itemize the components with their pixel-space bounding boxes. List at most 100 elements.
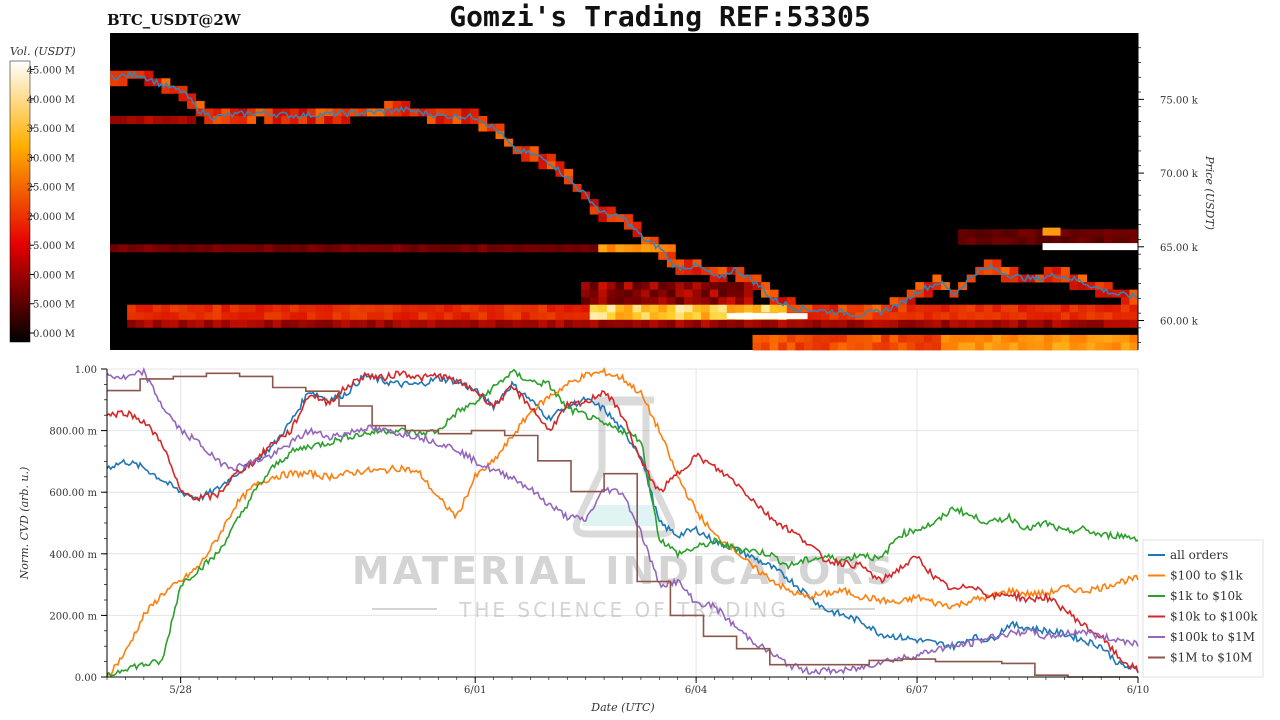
colorbar-tick-label: 35.000 M	[27, 124, 75, 135]
heatmap-cell	[898, 312, 908, 321]
heatmap-cell	[384, 244, 394, 253]
heatmap-cell	[786, 297, 796, 306]
heatmap-cell	[504, 312, 514, 321]
heatmap-cell	[401, 108, 411, 117]
heatmap-cell	[940, 304, 950, 313]
heatmap-cell	[683, 297, 693, 306]
heatmap-cell	[949, 312, 959, 321]
heatmap-cell	[898, 342, 908, 351]
heatmap-cell	[726, 266, 736, 275]
heatmap-cell	[435, 116, 445, 124]
heatmap-cell	[649, 319, 659, 328]
heatmap-cell	[581, 304, 591, 313]
heatmap-cell	[898, 334, 908, 343]
heatmap-cell	[195, 244, 205, 253]
heatmap-cell	[264, 304, 274, 313]
heatmap-cell	[649, 244, 659, 253]
heatmap-cell	[135, 116, 145, 124]
heatmap-cell	[915, 312, 925, 321]
heatmap-cell	[1069, 229, 1079, 238]
heatmap-cell	[187, 312, 197, 321]
heatmap-cell	[606, 297, 616, 306]
heatmap-cell	[906, 297, 916, 306]
heatmap-cell	[923, 319, 933, 328]
heatmap-cell	[1000, 334, 1010, 343]
heatmap-cell	[212, 304, 222, 313]
heatmap-cell	[1060, 304, 1070, 313]
heatmap-cell	[1052, 266, 1062, 275]
heatmap-cell	[375, 108, 385, 117]
heatmap-cell	[1018, 342, 1028, 351]
heatmap-cell	[478, 319, 488, 328]
cvd-plot-area	[107, 369, 1138, 677]
heatmap-cell	[272, 108, 282, 117]
heatmap-cell	[444, 312, 454, 321]
heatmap-cell	[418, 312, 428, 321]
heatmap-cell	[1120, 312, 1130, 321]
heatmap-cell	[649, 312, 659, 321]
heatmap-cell	[264, 116, 274, 124]
heatmap-cell	[375, 312, 385, 321]
heatmap-cell	[589, 206, 599, 215]
heatmap-cell	[221, 319, 231, 328]
cvd-series-line	[106, 368, 1139, 677]
heatmap-cell	[1000, 304, 1010, 313]
heatmap-cell	[212, 116, 222, 124]
heatmap-cell	[769, 319, 779, 328]
chart-title: Gomzi's Trading REF:53305	[449, 0, 870, 33]
legend: all orders $100 to $1k $1k to $10k $10k to …	[1142, 539, 1264, 678]
heatmap-cell	[709, 274, 719, 283]
heatmap-cell	[649, 297, 659, 306]
heatmap-cell	[829, 304, 839, 313]
heatmap-cell	[1000, 319, 1010, 328]
heatmap-cell	[1103, 304, 1113, 313]
heatmap-cell	[127, 319, 137, 328]
heatmap-cell	[718, 266, 728, 275]
symbol-label: BTC_USDT@2W	[107, 11, 242, 29]
heatmap-cell	[367, 312, 376, 321]
heatmap-cell	[367, 108, 376, 117]
cvd-x-tick-label: 6/10	[1127, 685, 1149, 696]
heatmap-cell	[1078, 319, 1087, 328]
heatmap-cell	[983, 334, 993, 343]
heatmap-cell	[272, 116, 282, 124]
cvd-x-tick-label: 6/04	[685, 685, 707, 696]
heatmap-cell	[1086, 304, 1096, 313]
heatmap-cell	[658, 282, 668, 291]
heatmap-cell	[1060, 266, 1070, 275]
heatmap-cell	[298, 116, 308, 124]
heatmap-cell	[564, 176, 573, 185]
heatmap-cell	[615, 312, 625, 321]
heatmap-cell	[144, 70, 154, 79]
heatmap-cell	[589, 282, 599, 291]
heatmap-cell	[1026, 236, 1036, 245]
heatmap-cell	[966, 319, 976, 328]
heatmap-cell	[692, 319, 702, 328]
cvd-lines	[106, 366, 1139, 678]
heatmap-cell	[247, 319, 257, 328]
heatmap-cell	[444, 319, 454, 328]
heatmap-cell	[992, 236, 1002, 245]
heatmap-cell	[803, 319, 813, 328]
heatmap-cell	[966, 274, 976, 283]
heatmap-cell	[940, 319, 950, 328]
heatmap-cell	[958, 312, 968, 321]
heatmap-cell	[358, 319, 368, 328]
heatmap-cell	[272, 304, 282, 313]
heatmap-cell	[846, 342, 856, 351]
heatmap-cell	[1035, 229, 1045, 238]
heatmap-cell	[958, 319, 968, 328]
heatmap-cell	[666, 312, 676, 321]
heatmap-cell	[349, 312, 359, 321]
heatmap-cell	[718, 282, 728, 291]
heatmap-cell	[863, 319, 873, 328]
heatmap-cell	[367, 304, 376, 313]
heatmap-cell	[624, 312, 633, 321]
heatmap-cell	[1095, 289, 1105, 298]
heatmap-cell	[504, 319, 514, 328]
heatmap-cell	[915, 342, 925, 351]
heatmap-cell	[538, 319, 548, 328]
heatmap-cell	[1086, 319, 1096, 328]
heatmap-cell	[641, 297, 651, 306]
heatmap-cell	[409, 244, 419, 253]
